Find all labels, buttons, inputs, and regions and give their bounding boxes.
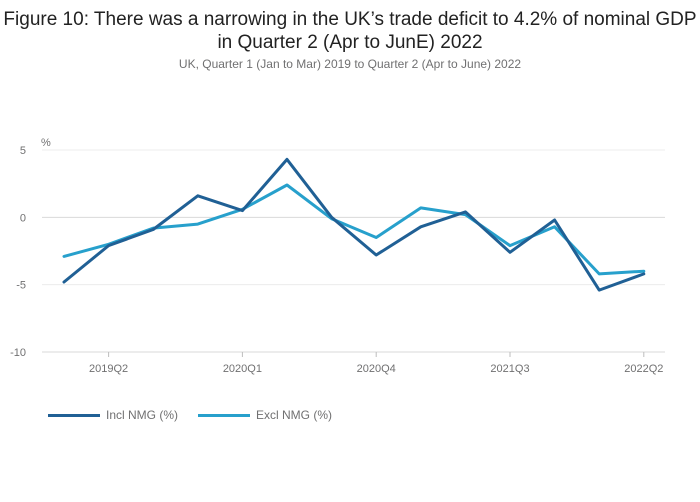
legend-swatch-incl	[48, 413, 100, 417]
legend-item-incl[interactable]: Incl NMG (%)	[48, 408, 178, 422]
legend-swatch-excl	[198, 413, 250, 417]
x-tick-label: 2020Q1	[223, 363, 262, 375]
y-tick-label: 0	[20, 212, 26, 224]
x-tick-label: 2019Q2	[89, 363, 128, 375]
chart-title: Figure 10: There was a narrowing in the …	[3, 9, 697, 53]
chart-subtitle: UK, Quarter 1 (Jan to Mar) 2019 to Quart…	[178, 57, 522, 71]
y-tick-label: -10	[10, 347, 26, 359]
x-tick-label: 2020Q4	[357, 363, 396, 375]
legend-item-excl[interactable]: Excl NMG (%)	[198, 408, 332, 422]
x-tick-label: 2021Q3	[490, 363, 529, 375]
legend-label-incl: Incl NMG (%)	[106, 408, 178, 422]
legend-label-excl: Excl NMG (%)	[256, 408, 332, 422]
y-tick-label: -5	[16, 280, 26, 292]
legend: Incl NMG (%) Excl NMG (%)	[48, 408, 332, 422]
x-tick-label: 2022Q2	[624, 363, 663, 375]
y-tick-label: 5	[20, 145, 26, 157]
y-axis-unit-label: %	[41, 137, 51, 149]
series-line-excl-nmg	[62, 183, 646, 276]
series-line-incl-nmg	[62, 157, 646, 292]
